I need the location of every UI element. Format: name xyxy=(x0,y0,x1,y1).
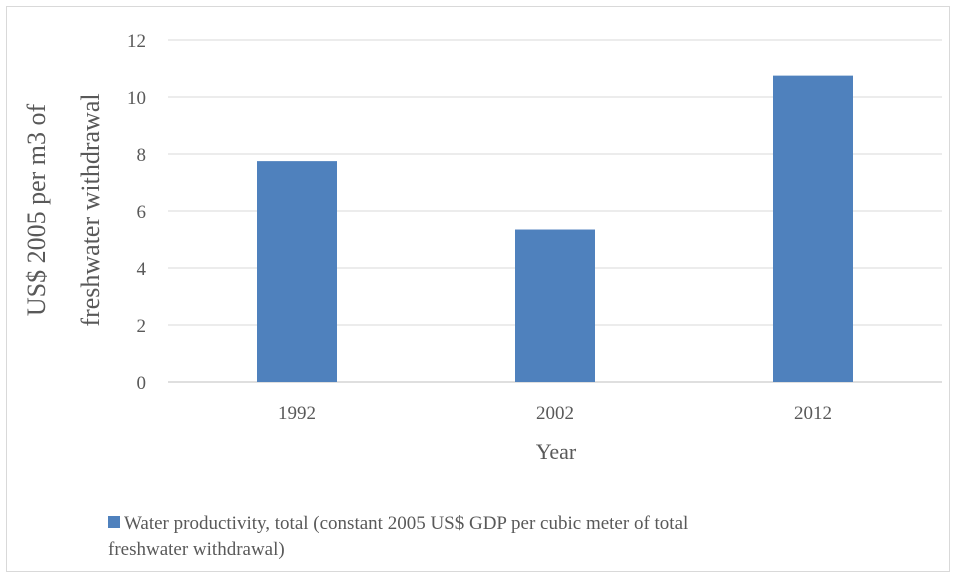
y-tick-label: 6 xyxy=(137,202,147,223)
y-tick-label: 4 xyxy=(137,259,147,280)
legend-label-line-1: Water productivity, total (constant 2005… xyxy=(124,513,688,534)
x-tick-label: 2002 xyxy=(536,403,574,424)
x-tick-labels: 1992 2002 2012 xyxy=(278,403,832,424)
bar-2002 xyxy=(515,229,595,382)
y-axis-title-line-2: freshwater withdrawal xyxy=(76,93,105,326)
y-tick-labels: 0 2 4 6 8 10 12 xyxy=(127,31,147,394)
bar-2012 xyxy=(773,75,853,382)
y-tick-label: 12 xyxy=(127,31,146,52)
y-axis-title-line-2-text: freshwater withdrawal xyxy=(76,93,105,326)
bars xyxy=(257,75,853,382)
y-tick-label: 8 xyxy=(137,145,147,166)
y-axis-title-line-1: US$ 2005 per m3 of xyxy=(22,104,51,317)
x-tick-label: 1992 xyxy=(278,403,316,424)
x-axis-title: Year xyxy=(536,439,577,464)
y-axis-title: US$ 2005 per m3 of xyxy=(22,104,51,317)
legend: Water productivity, total (constant 2005… xyxy=(108,513,688,560)
bar-1992 xyxy=(257,161,337,382)
y-tick-label: 2 xyxy=(137,316,147,337)
legend-swatch xyxy=(108,516,120,528)
x-tick-label: 2012 xyxy=(794,403,832,424)
y-tick-label: 0 xyxy=(137,373,147,394)
legend-label-line-2: freshwater withdrawal) xyxy=(108,539,285,560)
y-tick-label: 10 xyxy=(127,88,146,109)
